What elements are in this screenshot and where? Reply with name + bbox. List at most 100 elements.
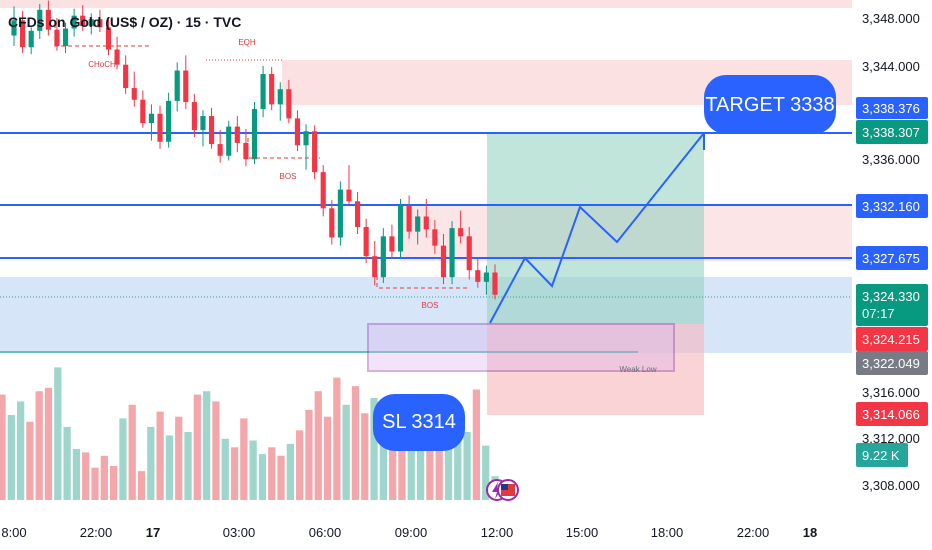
candle (97, 9, 103, 33)
volume-bar (463, 432, 471, 500)
candle (458, 210, 464, 244)
volume-bar (314, 391, 322, 500)
candle-body (37, 9, 43, 31)
candle-body (312, 131, 318, 173)
sl-pill (373, 394, 465, 451)
candle (11, 6, 17, 47)
volume-bar (203, 391, 211, 500)
price-axis: 3,348.000 3,344.000 3,336.000 3,316.000 … (852, 0, 932, 520)
candle-body (11, 20, 17, 36)
sl-label: SL 3314 (382, 411, 456, 433)
zones (0, 0, 852, 415)
weak-low-label: Weak Low (619, 365, 656, 374)
projection-path (489, 132, 705, 324)
eqh-label: EQH (238, 38, 256, 47)
x-tick-0600: 06:00 (309, 525, 342, 540)
price-tag-3327675-bg (856, 246, 928, 270)
volume-bar (54, 367, 62, 500)
candle-body (148, 113, 155, 124)
volume-bar (323, 416, 332, 500)
candle-body (320, 172, 326, 209)
supply-zone-top (0, 0, 852, 8)
candle-body (54, 29, 60, 47)
volume-bar (184, 432, 192, 500)
x-tick-1800: 18:00 (651, 525, 684, 540)
volume-tag-bg (856, 443, 908, 467)
candle-body (80, 15, 86, 27)
candle-body (389, 236, 395, 252)
candle-body (174, 70, 180, 101)
candle-body (191, 102, 197, 131)
candle-body (286, 89, 292, 119)
volume-bar (472, 389, 481, 500)
candle (346, 165, 352, 206)
volume-bar (305, 409, 313, 500)
volume-bar (454, 409, 462, 500)
candle-body (71, 15, 77, 29)
volume-bar (175, 416, 183, 500)
y-tick-3344: 3,344.000 (862, 59, 920, 74)
volume-bar (7, 415, 15, 500)
candle (415, 209, 421, 245)
candle-body (363, 226, 369, 257)
candle-body (114, 49, 120, 65)
price-tag-3314066: 3,314.066 (862, 407, 920, 422)
candle (269, 67, 275, 111)
candle-body (217, 144, 223, 156)
candle-body (234, 126, 240, 143)
volume-bar (16, 401, 25, 500)
candle-body (294, 118, 301, 146)
candle-body (423, 216, 429, 230)
choch-label: CHoCH (88, 60, 116, 69)
candle (200, 110, 206, 147)
target-pill (704, 75, 836, 134)
candle-body (28, 30, 34, 48)
candle-body (105, 27, 112, 50)
candle-body (269, 74, 275, 105)
candle-body (440, 245, 447, 278)
candle (114, 36, 120, 70)
volume-bar (268, 447, 276, 500)
candle (440, 233, 447, 285)
candle (312, 125, 318, 180)
volume-bar (277, 455, 285, 500)
candle-body (458, 228, 464, 237)
volume-bar (286, 443, 294, 500)
candle (389, 224, 395, 259)
candle (303, 124, 309, 170)
price-tag-3324215-bg (856, 327, 928, 351)
candle (105, 19, 112, 56)
price-tag-3322049-bg (856, 351, 928, 375)
candle-body (354, 201, 361, 227)
volume-bar (44, 387, 53, 500)
price-tag-countdown: 07:17 (862, 306, 895, 321)
candle-body (346, 189, 352, 202)
candle (20, 10, 26, 54)
volume-bar (156, 411, 164, 500)
candle-body (449, 228, 455, 278)
candle (466, 226, 472, 280)
candle-body (406, 205, 412, 232)
candle-body (45, 9, 51, 30)
event-icons[interactable] (486, 479, 519, 501)
candle-body (260, 74, 266, 110)
price-tag-3322049: 3,322.049 (862, 356, 920, 371)
target-label: TARGET 3338 (705, 94, 834, 116)
candle-body (131, 88, 137, 100)
candle-body (20, 20, 26, 48)
candle (191, 93, 197, 138)
candle-body (397, 205, 404, 252)
candle (329, 200, 335, 245)
volume-bar (91, 467, 99, 500)
candle-body (432, 229, 438, 246)
profit-zone (487, 133, 704, 324)
volume-bar (72, 449, 81, 500)
lightning-bolt-icon (492, 482, 502, 499)
us-flag-canton (501, 484, 508, 490)
x-tick-0900: 09:00 (395, 525, 428, 540)
candle (320, 165, 326, 217)
volume-bar (230, 447, 239, 500)
candle-body (140, 99, 146, 124)
x-tick-1500: 15:00 (566, 525, 599, 540)
